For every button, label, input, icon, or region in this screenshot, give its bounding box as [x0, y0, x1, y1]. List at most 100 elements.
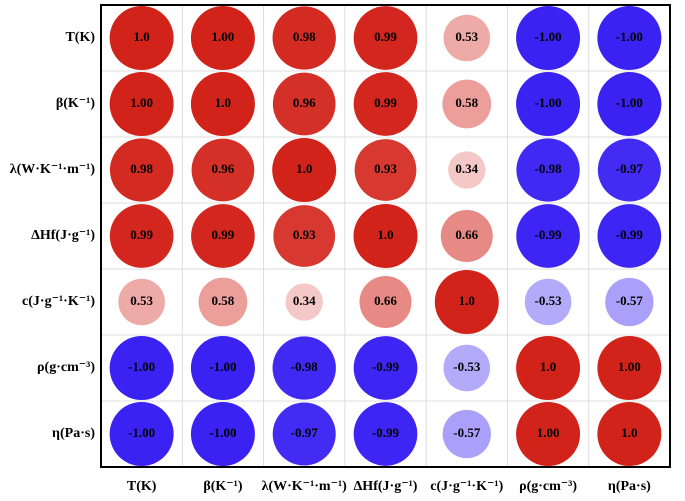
value-label: -0.57 [616, 293, 644, 308]
y-tick-label: c(J·g⁻¹·K⁻¹) [22, 294, 95, 309]
y-tick-label: β(K⁻¹) [56, 96, 96, 111]
value-label: 0.99 [374, 95, 397, 110]
correlation-circle [442, 79, 492, 129]
x-tick-label: c(J·g⁻¹·K⁻¹) [430, 479, 503, 494]
value-label: 1.0 [215, 95, 231, 110]
correlation-circle [353, 6, 418, 70]
correlation-circle [191, 204, 255, 268]
correlation-circle [516, 6, 581, 70]
correlation-circle [353, 204, 418, 268]
correlation-circle [448, 151, 486, 189]
correlation-circle [597, 138, 661, 202]
correlation-circle [597, 72, 662, 136]
value-label: 1.0 [296, 161, 312, 176]
value-label: -0.53 [535, 293, 563, 308]
plot-border [100, 4, 671, 468]
correlation-circle [272, 6, 336, 70]
value-label: 1.0 [377, 227, 393, 242]
correlation-circle [109, 72, 174, 136]
value-label: 0.93 [374, 161, 397, 176]
value-label: -0.99 [616, 227, 644, 242]
value-label: 0.66 [374, 293, 397, 308]
value-label: 0.34 [293, 293, 316, 308]
correlation-circle [118, 278, 165, 326]
correlation-circle [109, 6, 174, 70]
correlation-circle [191, 138, 255, 202]
value-label: 0.96 [293, 95, 316, 110]
correlation-circle [272, 72, 336, 136]
correlation-circle [190, 6, 255, 70]
value-label: -0.97 [616, 161, 644, 176]
value-label: -1.00 [616, 95, 643, 110]
value-label: -0.98 [535, 161, 563, 176]
value-label: 0.34 [455, 161, 478, 176]
y-tick-label: T(K) [65, 30, 95, 45]
correlation-circle [190, 336, 255, 400]
correlation-circle [516, 138, 580, 202]
value-label: 0.99 [374, 29, 397, 44]
value-label: 0.53 [455, 29, 478, 44]
value-label: 0.98 [293, 29, 316, 44]
correlation-circle [354, 139, 417, 201]
value-label: -1.00 [209, 425, 236, 440]
value-label: 1.00 [618, 359, 641, 374]
value-label: 1.00 [537, 425, 560, 440]
value-label: 0.96 [212, 161, 235, 176]
correlation-circle [272, 138, 337, 202]
correlation-circle [524, 278, 572, 326]
y-tick-label: λ(W·K⁻¹·m⁻¹) [10, 162, 96, 177]
value-label: 0.93 [293, 227, 316, 242]
correlation-circle [285, 283, 323, 321]
correlation-circle [109, 138, 174, 202]
correlation-circle [109, 402, 174, 466]
correlation-circle [272, 402, 336, 466]
correlation-circle [440, 210, 493, 262]
correlation-circle [516, 72, 581, 136]
correlation-circle [516, 204, 580, 268]
value-label: 0.66 [455, 227, 478, 242]
value-label: -1.00 [535, 29, 562, 44]
value-label: -1.00 [535, 95, 562, 110]
correlation-circle [597, 6, 662, 70]
value-label: 1.0 [621, 425, 637, 440]
value-label: -0.99 [372, 359, 400, 374]
x-tick-label: T(K) [127, 479, 157, 494]
correlation-circle [109, 336, 174, 400]
value-label: 0.58 [212, 293, 235, 308]
x-tick-label: η(Pa·s) [608, 479, 651, 494]
correlation-circle [597, 336, 662, 400]
value-label: 0.99 [130, 227, 153, 242]
correlation-circle [516, 336, 581, 400]
correlation-circle [353, 336, 418, 400]
correlation-circle [516, 402, 581, 466]
correlation-circle [353, 402, 418, 466]
value-label: 1.0 [459, 293, 475, 308]
y-tick-label: ρ(g·cm⁻³) [37, 360, 95, 375]
value-label: 0.53 [130, 293, 153, 308]
value-label: 0.99 [212, 227, 235, 242]
x-tick-label: β(K⁻¹) [203, 479, 243, 494]
value-label: 0.58 [455, 95, 478, 110]
correlation-circle [353, 72, 418, 136]
correlation-circle [443, 344, 491, 392]
correlation-circle [272, 336, 336, 400]
correlation-circle [190, 402, 255, 466]
value-label: 1.00 [130, 95, 153, 110]
value-label: 0.98 [130, 161, 153, 176]
value-label: -1.00 [128, 425, 155, 440]
correlation-circle [273, 205, 336, 267]
correlation-circle [443, 14, 491, 62]
correlation-circle [109, 204, 174, 268]
correlation-circle [597, 204, 662, 268]
value-label: -1.00 [128, 359, 155, 374]
x-tick-label: ΔHf(J·g⁻¹) [354, 479, 418, 494]
correlation-circle [434, 270, 499, 334]
y-tick-label: ΔHf(J·g⁻¹) [31, 228, 95, 243]
value-label: 1.0 [540, 359, 556, 374]
value-label: -1.00 [616, 29, 643, 44]
correlation-circle [198, 277, 248, 327]
y-tick-label: η(Pa·s) [52, 426, 95, 441]
value-label: -0.53 [453, 359, 481, 374]
value-label: -0.97 [291, 425, 319, 440]
